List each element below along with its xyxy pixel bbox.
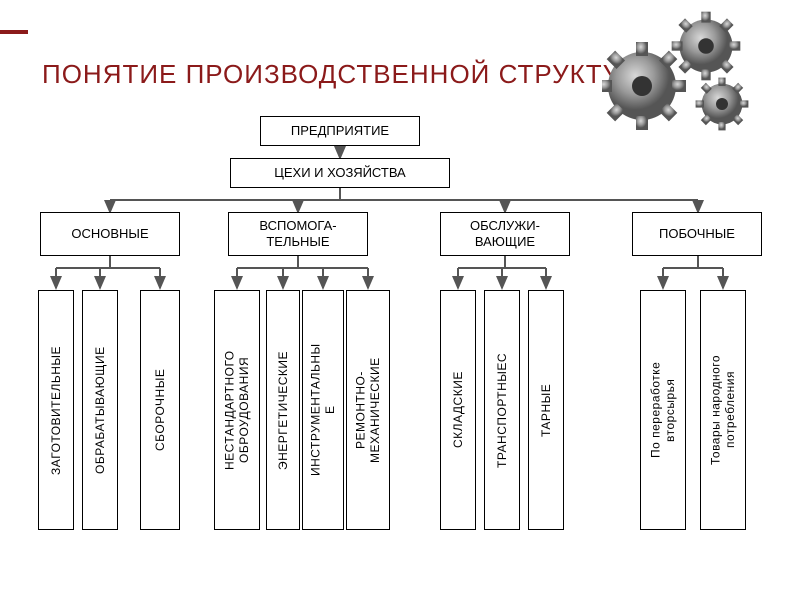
leaf-nonstd: НЕСТАНДАРТНОГО ОБРОУДОВАНИЯ — [214, 290, 260, 530]
leaf-assembly: СБОРОЧНЫЕ — [140, 290, 180, 530]
node-enterprise: ПРЕДПРИЯТИЕ — [260, 116, 420, 146]
node-service: ОБСЛУЖИ- ВАЮЩИЕ — [440, 212, 570, 256]
leaf-repair: РЕМОНТНО- МЕХАНИЧЕСКИЕ — [346, 290, 390, 530]
leaf-recycling: По переработке вторсырья — [640, 290, 686, 530]
node-workshops: ЦЕХИ И ХОЗЯЙСТВА — [230, 158, 450, 188]
leaf-transport: ТРАНСПОРТНЫЕС — [484, 290, 520, 530]
gears-decoration — [602, 8, 762, 138]
leaf-warehouse: СКЛАДСКИЕ — [440, 290, 476, 530]
node-main: ОСНОВНЫЕ — [40, 212, 180, 256]
leaf-packaging: ТАРНЫЕ — [528, 290, 564, 530]
leaf-processing: ОБРАБАТЫВАЮЩИЕ — [82, 290, 118, 530]
page-title: ПОНЯТИЕ ПРОИЗВОДСТВЕННОЙ СТРУКТУРЫ — [42, 58, 663, 91]
node-side: ПОБОЧНЫЕ — [632, 212, 762, 256]
accent-line — [0, 30, 28, 34]
leaf-procurement: ЗАГОТОВИТЕЛЬНЫЕ — [38, 290, 74, 530]
leaf-energy: ЭНЕРГЕТИЧЕСКИЕ — [266, 290, 300, 530]
leaf-consumer-goods: Товары народного потребления — [700, 290, 746, 530]
node-aux: ВСПОМОГА- ТЕЛЬНЫЕ — [228, 212, 368, 256]
leaf-tools: ИНСТРУМЕНТАЛЬНЫ Е — [302, 290, 344, 530]
